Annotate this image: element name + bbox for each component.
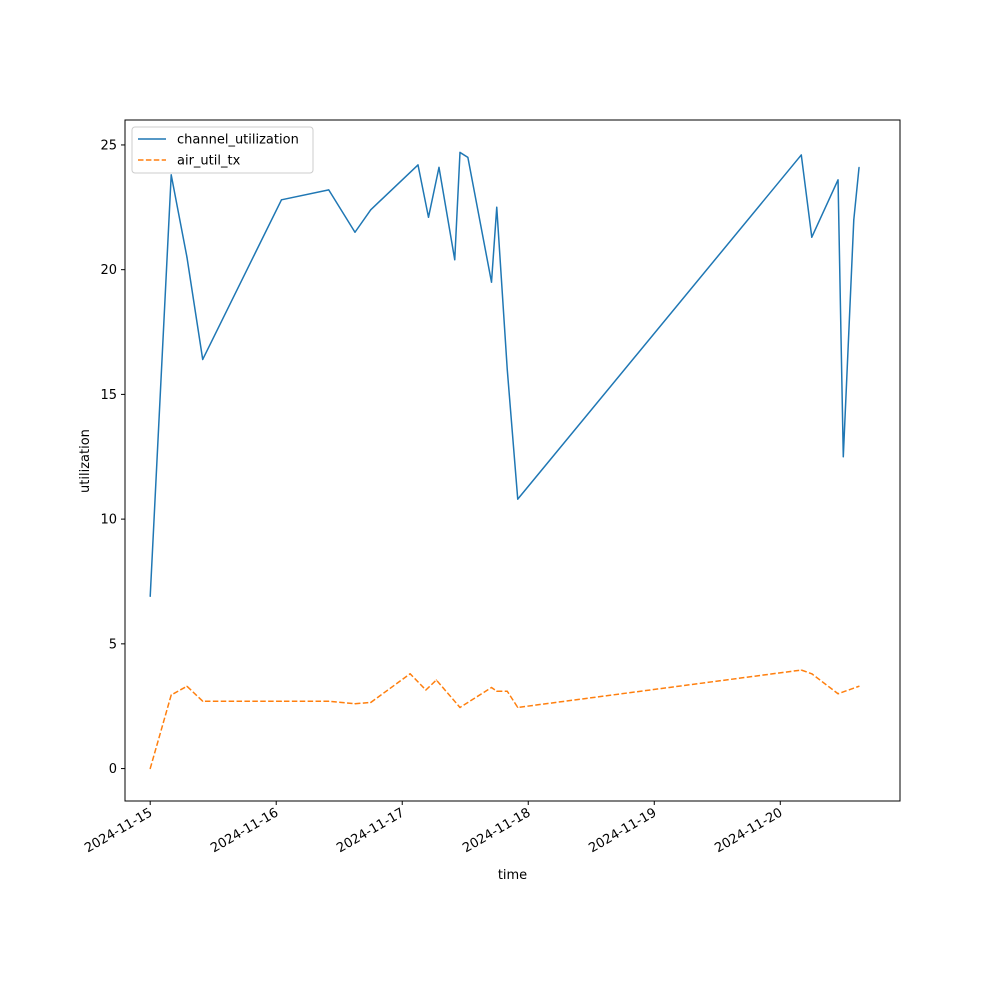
legend-label-air_util_tx: air_util_tx [177,154,241,169]
data-point-channel_utilization-12 [459,151,461,154]
data-point-channel_utilization-20 [837,179,839,181]
axes-frame [124,119,901,802]
data-point-channel_utilization-18 [800,154,802,156]
data-point-channel_utilization-0 [149,595,151,598]
data-point-air_util_tx-10 [435,679,437,681]
data-point-air_util_tx-13 [496,690,498,692]
plot-area [149,151,860,770]
data-point-channel_utilization-6 [354,231,356,233]
data-point-air_util_tx-6 [354,703,356,705]
x-axis-label: time [498,868,527,883]
data-point-channel_utilization-17 [517,498,519,500]
data-point-channel_utilization-8 [417,164,419,166]
y-tick-label: 15 [100,388,117,403]
legend-label-channel_utilization: channel_utilization [177,133,299,148]
data-point-air_util_tx-0 [149,767,151,770]
data-point-channel_utilization-16 [506,368,508,371]
data-point-air_util_tx-12 [490,686,493,689]
data-point-air_util_tx-4 [280,700,283,702]
legend: channel_utilization air_util_tx [131,126,314,174]
data-point-air_util_tx-15 [517,706,519,709]
data-point-air_util_tx-19 [858,685,860,687]
data-point-air_util_tx-11 [459,706,461,709]
data-point-channel_utilization-9 [427,216,430,218]
y-tick-label: 0 [109,762,117,777]
data-point-channel_utilization-15 [496,206,498,208]
data-point-channel_utilization-13 [467,156,469,159]
data-point-channel_utilization-11 [454,259,456,261]
data-point-air_util_tx-5 [328,700,330,702]
data-point-air_util_tx-8 [409,673,411,675]
data-point-channel_utilization-1 [170,174,172,176]
data-point-channel_utilization-4 [280,199,283,201]
data-point-channel_utilization-10 [438,166,440,168]
data-point-channel_utilization-5 [328,189,330,191]
series-line-channel_utilization [149,151,860,597]
data-point-air_util_tx-16 [800,669,802,671]
data-point-channel_utilization-3 [202,358,204,361]
data-point-air_util_tx-2 [186,685,188,687]
data-point-air_util_tx-1 [170,694,172,696]
legend-box [131,126,314,174]
data-point-channel_utilization-19 [811,236,813,238]
data-point-channel_utilization-23 [858,166,860,168]
data-point-channel_utilization-14 [490,281,493,283]
data-point-channel_utilization-22 [853,219,855,221]
data-point-channel_utilization-2 [186,256,188,258]
data-point-channel_utilization-21 [842,456,844,458]
y-tick-label: 25 [100,138,117,153]
data-point-air_util_tx-9 [425,689,427,691]
data-point-air_util_tx-17 [811,673,813,675]
data-point-air_util_tx-14 [506,690,508,692]
data-point-channel_utilization-7 [370,209,372,211]
series-line-air_util_tx [149,669,860,769]
y-tick-label: 20 [100,263,117,278]
y-tick-label: 5 [109,637,117,652]
y-tick-label: 10 [100,513,117,528]
data-point-air_util_tx-7 [370,701,372,704]
data-point-air_util_tx-3 [202,700,204,702]
data-point-air_util_tx-18 [837,693,839,695]
y-axis-label: utilization [78,429,93,493]
